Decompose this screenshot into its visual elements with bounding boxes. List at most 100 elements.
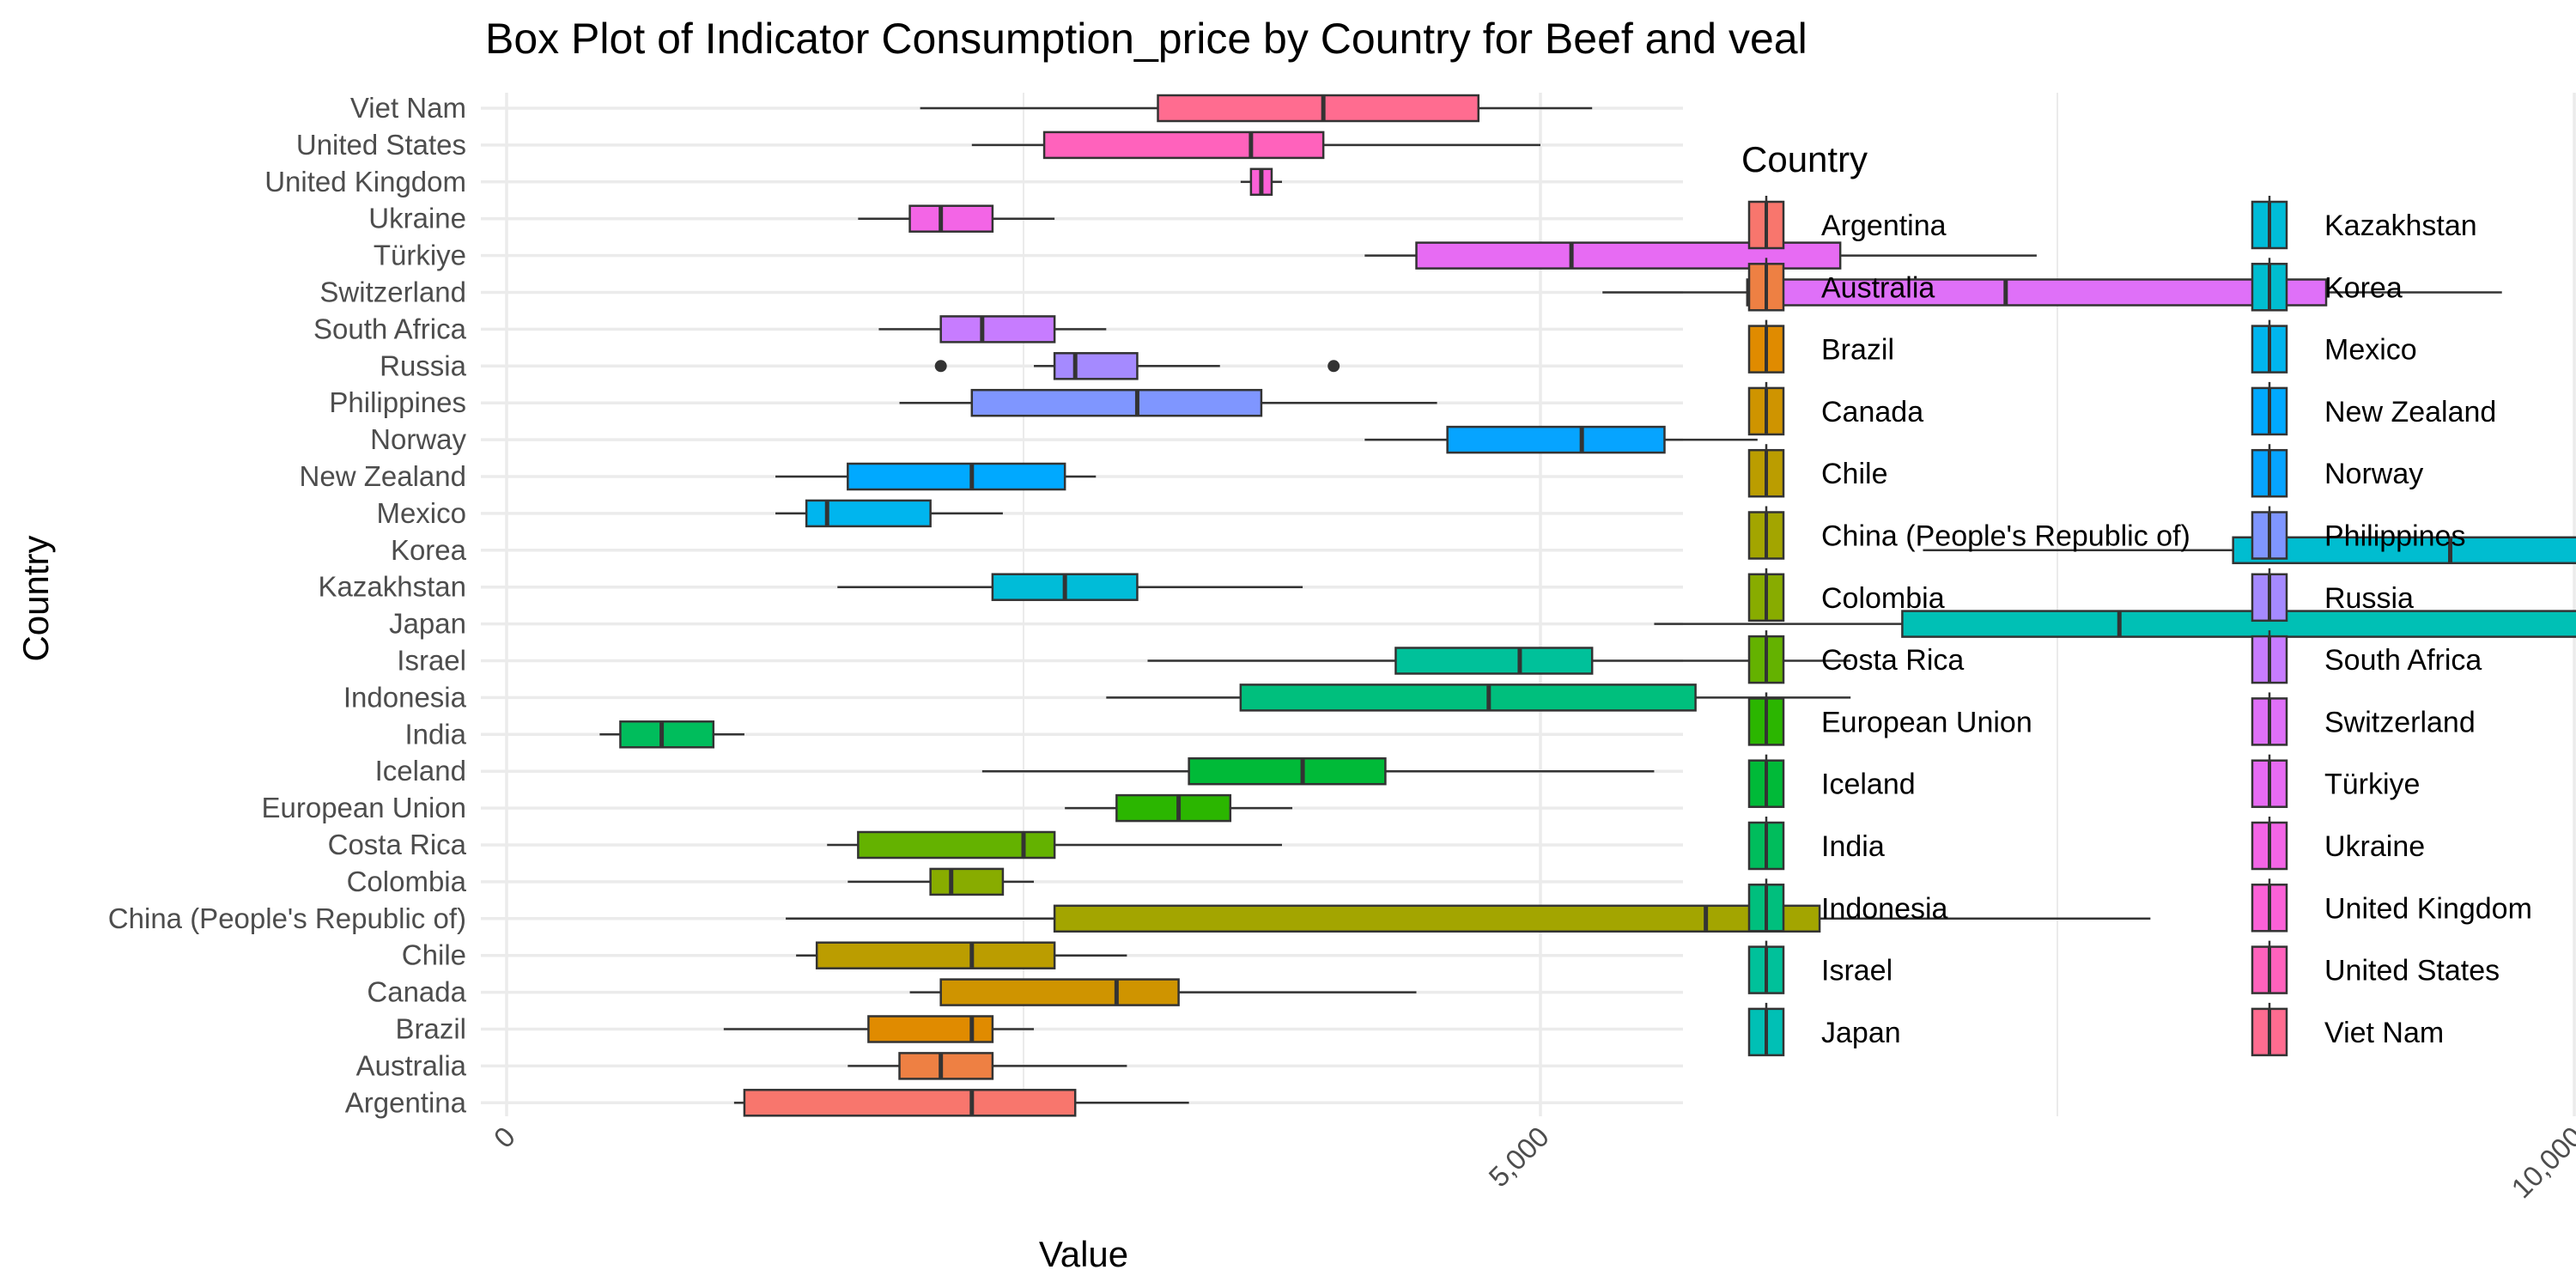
box-iqr: [908, 204, 994, 233]
box-china-people-s-republic-of-: [786, 904, 2151, 933]
legend-item: Switzerland: [2251, 692, 2476, 746]
box-norway: [1364, 425, 1758, 454]
legend-item: Russia: [2251, 568, 2414, 623]
legend-label: Korea: [2324, 271, 2403, 304]
box-iqr: [1239, 683, 1697, 712]
legend-label: Colombia: [1821, 582, 1945, 615]
box-united-states: [971, 131, 1540, 160]
legend-item: Iceland: [1747, 754, 1916, 808]
y-tick-label: United States: [296, 129, 466, 161]
y-tick-label: India: [404, 718, 466, 750]
legend-label: Australia: [1821, 271, 1935, 304]
y-axis-tick-labels: Argentina Australia Brazil Canada Chile China…: [108, 92, 467, 1118]
box-iqr: [1901, 610, 2576, 638]
y-tick-label: Philippines: [329, 386, 466, 418]
legend-label: Mexico: [2324, 334, 2417, 367]
box-iqr: [939, 315, 1056, 343]
legend-label: New Zealand: [2324, 396, 2496, 428]
legend-item: United States: [2251, 940, 2500, 994]
legend-item: Israel: [1747, 940, 1893, 994]
y-tick-label: Israel: [397, 645, 466, 677]
y-tick-label: Indonesia: [343, 681, 467, 713]
y-tick-label: Mexico: [376, 497, 466, 529]
legend-item: Türkiye: [2251, 754, 2420, 808]
legend-label: India: [1821, 830, 1885, 863]
x-axis-title: Value: [1039, 1234, 1128, 1274]
box-mexico: [775, 499, 1003, 528]
box-series: [599, 94, 2576, 1117]
legend-item: European Union: [1747, 692, 2032, 746]
x-tick-label: 0: [488, 1121, 521, 1154]
box-colombia: [848, 867, 1035, 896]
x-axis-tick-labels: 0 5,000 10,000: [488, 1121, 2576, 1205]
y-tick-label: Brazil: [395, 1013, 466, 1045]
legend-item: Australia: [1747, 258, 1935, 312]
y-tick-label: Kazakhstan: [319, 571, 466, 603]
legend-item: Mexico: [2251, 319, 2417, 374]
box-t-rkiye: [1364, 241, 2037, 270]
box-new-zealand: [775, 462, 1097, 491]
y-tick-label: Colombia: [347, 866, 467, 897]
box-iqr: [2232, 536, 2576, 565]
legend-item: Philippines: [2251, 506, 2465, 560]
legend-label: Chile: [1821, 458, 1887, 490]
y-tick-label: New Zealand: [300, 460, 466, 492]
box-australia: [848, 1052, 1127, 1080]
legend-label: Kazakhstan: [2324, 210, 2477, 242]
box-indonesia: [1106, 683, 1851, 712]
legend-label: Argentina: [1821, 210, 1947, 242]
legend-label: United States: [2324, 955, 2500, 987]
legend-item: New Zealand: [2251, 381, 2496, 436]
legend-item: Colombia: [1747, 568, 1945, 623]
legend-item: Chile: [1747, 444, 1887, 498]
box-canada: [909, 978, 1417, 1006]
box-iqr: [815, 941, 1056, 969]
legend-item: Canada: [1747, 381, 1923, 436]
legend-item: Costa Rica: [1747, 630, 1964, 684]
box-iqr: [1188, 756, 1387, 786]
legend: Country Argentina Australia Brazil Canada Ch…: [1741, 139, 2532, 1057]
box-iqr: [1446, 425, 1666, 454]
y-tick-label: Viet Nam: [350, 92, 466, 124]
legend-item: Japan: [1747, 1002, 1901, 1057]
legend-label: Costa Rica: [1821, 644, 1964, 677]
legend-label: Israel: [1821, 955, 1893, 987]
box-iqr: [970, 388, 1263, 417]
legend-item: South Africa: [2251, 630, 2482, 684]
y-tick-label: Norway: [370, 423, 466, 455]
legend-item: India: [1747, 817, 1885, 871]
box-iqr: [1053, 352, 1139, 380]
box-viet-nam: [920, 94, 1593, 123]
box-iqr: [929, 867, 1005, 896]
box-chile: [796, 941, 1127, 969]
y-tick-label: Türkiye: [374, 240, 466, 271]
legend-label: Switzerland: [2324, 706, 2476, 738]
box-brazil: [723, 1015, 1035, 1043]
x-tick-label: 10,000: [2505, 1121, 2576, 1205]
box-iqr: [1115, 793, 1232, 823]
legend-item: Ukraine: [2251, 817, 2425, 871]
box-iqr: [1394, 647, 1594, 675]
legend-label: Indonesia: [1821, 892, 1948, 925]
y-tick-label: Chile: [402, 939, 466, 971]
box-iqr: [939, 978, 1180, 1006]
box-iceland: [981, 756, 1655, 786]
legend-item: Brazil: [1747, 319, 1894, 374]
legend-label: Brazil: [1821, 334, 1894, 367]
y-tick-label: Australia: [356, 1049, 467, 1081]
box-iqr: [1053, 904, 1821, 933]
legend-label: China (People's Republic of): [1821, 520, 2190, 553]
outlier-point: [934, 360, 947, 373]
y-tick-label: United Kingdom: [264, 166, 466, 197]
box-korea: [1923, 536, 2576, 565]
box-philippines: [899, 388, 1437, 417]
legend-label: Viet Nam: [2324, 1017, 2444, 1049]
legend-item: Viet Nam: [2251, 1002, 2444, 1057]
box-kazakhstan: [837, 573, 1303, 601]
box-iqr: [898, 1052, 994, 1080]
y-tick-label: Japan: [389, 608, 466, 640]
chart-title: Box Plot of Indicator Consumption_price …: [485, 15, 1807, 63]
box-russia: [934, 352, 1340, 380]
